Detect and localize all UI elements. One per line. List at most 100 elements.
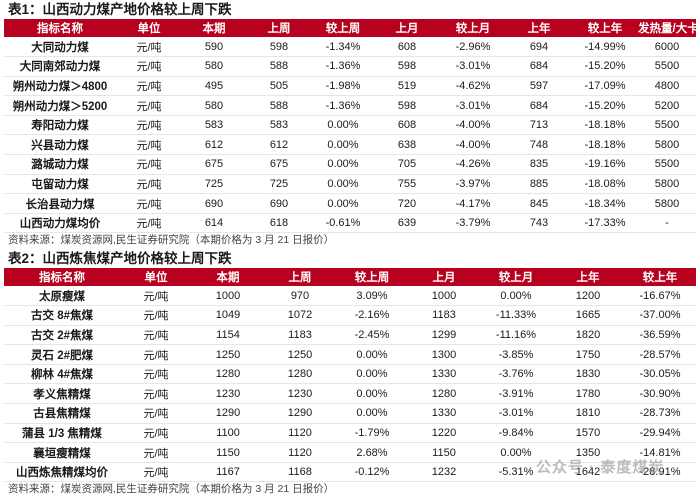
table-cell: -28.57%: [624, 344, 696, 365]
table-cell: 885: [506, 174, 572, 195]
table-cell: 元/吨: [120, 442, 192, 463]
table-cell: 675: [246, 154, 312, 175]
table-cell: -3.01%: [440, 56, 506, 77]
table-cell: 612: [182, 134, 246, 156]
table-cell: -2.45%: [336, 325, 408, 346]
table-cell: -1.98%: [312, 76, 374, 97]
table-cell: 612: [246, 134, 312, 156]
table-cell: 元/吨: [120, 305, 192, 326]
table-cell: -29.94%: [624, 423, 696, 444]
table-cell: 0.00%: [312, 154, 374, 175]
table-cell: 583: [182, 115, 246, 136]
table-cell: 元/吨: [120, 325, 192, 346]
table-cell: 835: [506, 154, 572, 175]
column-header: 较上月: [440, 19, 506, 37]
column-header: 较上周: [312, 19, 374, 37]
row-name-cell: 蒲县 1/3 焦精煤: [4, 423, 120, 444]
table-cell: -3.97%: [440, 174, 506, 195]
table-cell: 1150: [192, 442, 264, 463]
column-header: 上周: [246, 19, 312, 37]
table-cell: -4.26%: [440, 154, 506, 175]
table-row: 孝义焦精煤 元/吨 1230 1230 0.00% 1280 -3.91% 1780 -30.9…: [4, 383, 696, 405]
table-cell: 590: [182, 37, 246, 58]
table-cell: -2.96%: [440, 37, 506, 58]
table-cell: 1220: [408, 423, 480, 444]
row-name-cell: 潞城动力煤: [4, 154, 116, 175]
table-cell: 元/吨: [120, 462, 192, 483]
table-cell: 1000: [408, 286, 480, 307]
column-header: 上周: [264, 268, 336, 286]
table-row: 山西炼焦精煤均价 元/吨 1167 1168 -0.12% 1232 -5.31% 1642-…: [4, 462, 696, 483]
table-cell: 1642: [552, 462, 624, 483]
table-cell: -0.12%: [336, 462, 408, 483]
table-cell: -17.33%: [572, 213, 638, 234]
table-cell: -1.34%: [312, 37, 374, 58]
table-row: 襄垣瘦精煤 元/吨 1150 1120 2.68% 1150 0.00% 1350 -14.81…: [4, 442, 696, 463]
table-row: 朔州动力煤＞5200 元/吨 580 588 -1.36% 598 -3.01% 684 -15…: [4, 95, 696, 116]
watermark-text: 公众号 · 泰度煤炭: [536, 459, 665, 476]
table-row: 古交 8#焦煤 元/吨 1049 1072 -2.16% 1183 -11.33% 1665-…: [4, 305, 696, 326]
table-cell: -17.09%: [572, 76, 638, 97]
table-cell: 0.00%: [480, 286, 552, 307]
table-cell: 505: [246, 76, 312, 97]
table-cell: 0.00%: [336, 364, 408, 385]
column-header: 较上年: [572, 19, 638, 37]
table-row: 屯留动力煤 元/吨 725 725 0.00% 755 -3.97% 885 -18.08% 58…: [4, 174, 696, 195]
table-cell: 3.09%: [336, 286, 408, 307]
table-cell: -9.84%: [480, 423, 552, 444]
table-cell: -4.62%: [440, 76, 506, 97]
table-cell: -30.05%: [624, 364, 696, 385]
table-cell: 5500: [638, 56, 696, 77]
column-header: 上月: [374, 19, 440, 37]
table1-header-row: 指标名称 单位 本期 上周 较上周 上月 较上月 上年 较上年 发热量/大卡: [4, 19, 699, 37]
table-row: 柳林 4#焦煤 元/吨 1280 1280 0.00% 1330 -3.76% 1830 -30…: [4, 364, 696, 385]
row-name-cell: 古交 8#焦煤: [4, 305, 120, 326]
table-cell: -4.17%: [440, 193, 506, 214]
table-cell: 725: [182, 174, 246, 195]
table-cell: 1780: [552, 383, 624, 405]
table-cell: 713: [506, 115, 572, 136]
table2-header-row: 指标名称 单位 本期 上周 较上周 上月 较上月 上年 较上年: [4, 268, 696, 286]
column-header: 较上月: [480, 268, 552, 286]
table-cell: 1810: [552, 403, 624, 424]
table-row: 长治县动力煤 元/吨 690 690 0.00% 720 -4.17% 845 -18.34% 5…: [4, 193, 696, 214]
table-cell: 720: [374, 193, 440, 214]
table-cell: 1330: [408, 403, 480, 424]
table-cell: 0.00%: [336, 344, 408, 365]
table-cell: 0.00%: [336, 403, 408, 424]
table-cell: -15.20%: [572, 95, 638, 116]
table-cell: 970: [264, 286, 336, 307]
row-name-cell: 古县焦精煤: [4, 403, 120, 424]
table-cell: 0.00%: [312, 115, 374, 136]
table-cell: 元/吨: [116, 76, 182, 97]
table-cell: -18.08%: [572, 174, 638, 195]
table-cell: 5200: [638, 95, 696, 116]
row-name-cell: 山西动力煤均价: [4, 213, 116, 234]
row-name-cell: 大同动力煤: [4, 37, 116, 58]
table-cell: 1250: [192, 344, 264, 365]
table-cell: 598: [246, 37, 312, 58]
table-cell: 614: [182, 213, 246, 234]
table-cell: 元/吨: [116, 193, 182, 214]
table-cell: 495: [182, 76, 246, 97]
table-cell: 5800: [638, 174, 696, 195]
table-cell: 690: [182, 193, 246, 214]
table-cell: 2.68%: [336, 442, 408, 463]
column-header: 较上年: [624, 268, 696, 286]
table-cell: 1290: [192, 403, 264, 424]
table-row: 大同动力煤 元/吨 590 598 -1.34% 608 -2.96% 694 -14.99% 6…: [4, 37, 696, 58]
table-cell: 1330: [408, 364, 480, 385]
table-cell: 1168: [264, 462, 336, 483]
table-cell: 5500: [638, 154, 696, 175]
column-header: 本期: [192, 268, 264, 286]
table-cell: 580: [182, 95, 246, 116]
table-cell: 1150: [408, 442, 480, 463]
table-cell: 1049: [192, 305, 264, 326]
table-cell: 684: [506, 56, 572, 77]
row-name-cell: 长治县动力煤: [4, 193, 116, 214]
table-cell: -5.31%: [480, 462, 552, 483]
column-header: 较上周: [336, 268, 408, 286]
table-cell: 元/吨: [120, 344, 192, 365]
table-cell: 694: [506, 37, 572, 58]
table-row: 山西动力煤均价 元/吨 614 618 -0.61% 639 -3.79% 743 -17.33…: [4, 213, 696, 234]
